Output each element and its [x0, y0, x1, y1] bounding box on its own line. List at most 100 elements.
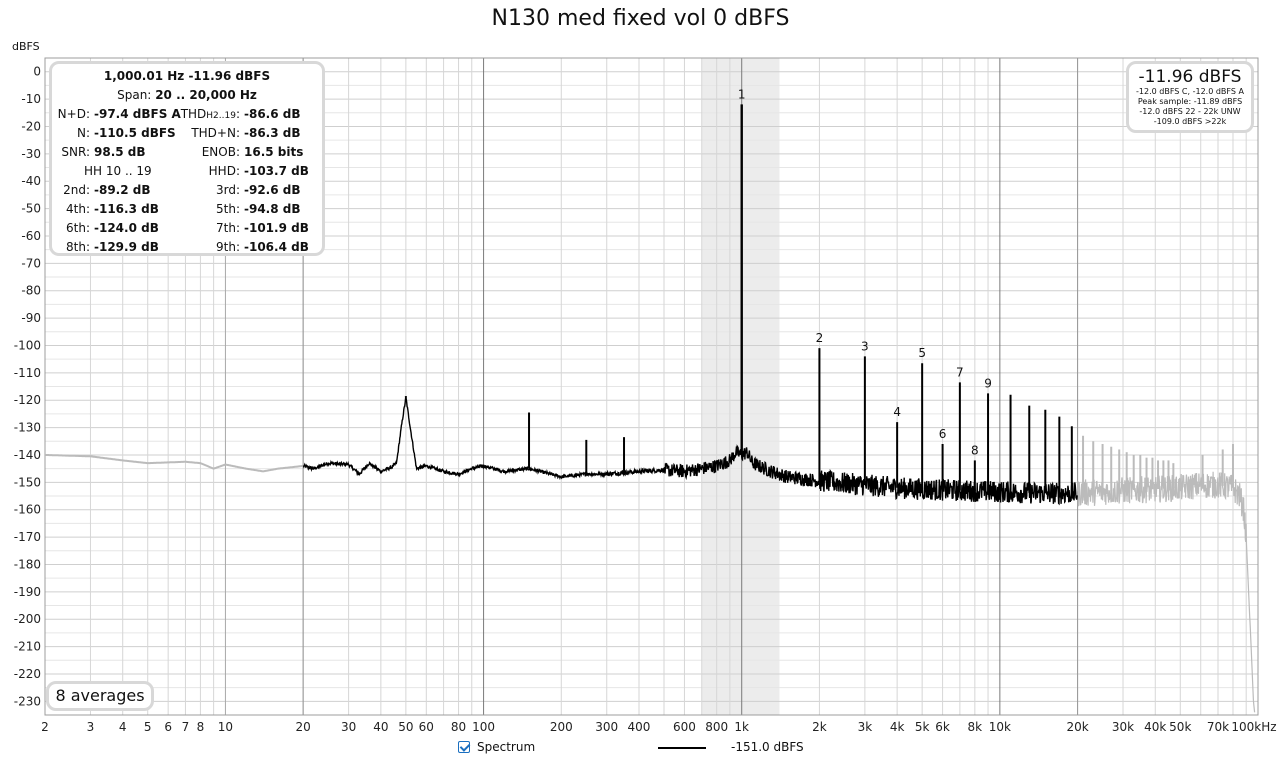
harmonic-label: 4	[893, 405, 901, 419]
peak-level-panel: -11.96 dBFS -12.0 dBFS C, -12.0 dBFS A P…	[1126, 61, 1254, 133]
y-tick-label: -60	[21, 229, 41, 243]
plot-frame	[44, 57, 1259, 716]
spectrum-line-above-range	[1077, 471, 1256, 713]
x-tick-label: 10	[218, 720, 233, 734]
stats-row: SNR: 98.5 dB ENOB: 16.5 bits	[52, 143, 322, 161]
peak-detail-2: Peak sample: -11.89 dBFS	[1137, 97, 1243, 106]
y-tick-label: 0	[33, 65, 41, 79]
stats-label: N+D:	[57, 107, 90, 121]
x-tick-label: 100kHz	[1231, 720, 1276, 734]
harmonic-label: 3	[861, 339, 869, 353]
y-tick-label: -220	[14, 667, 41, 681]
harmonic-label: 9	[984, 376, 992, 390]
y-tick-label: -100	[14, 338, 41, 352]
x-tick-label: 300	[595, 720, 618, 734]
stats-value: -86.6 dB	[244, 107, 301, 121]
stats-label: 4th:	[66, 202, 90, 216]
stats-label: ENOB:	[170, 143, 240, 161]
stats-value: -94.8 dB	[244, 202, 301, 216]
peak-detail-4: -109.0 dBFS >22k	[1153, 117, 1227, 126]
x-tick-label: 100	[472, 720, 495, 734]
y-tick-label: -120	[14, 393, 41, 407]
stats-value: 98.5 dB	[94, 145, 146, 159]
x-tick-label: 60	[419, 720, 434, 734]
harmonic-label: 1	[738, 87, 746, 101]
stats-row: 8th: -129.9 dB 9th: -106.4 dB	[52, 238, 322, 256]
y-tick-label: -70	[21, 256, 41, 270]
span-readout: Span: 20 .. 20,000 Hz	[52, 86, 322, 104]
stats-label: THDH2..19:	[170, 105, 240, 125]
x-tick-label: 8	[197, 720, 205, 734]
x-tick-label: 3k	[858, 720, 873, 734]
stats-value: -97.4 dBFS A	[94, 107, 181, 121]
stats-label: 2nd:	[63, 183, 90, 197]
averages-badge: 8 averages	[46, 681, 154, 711]
stats-value: -92.6 dB	[244, 183, 301, 197]
x-tick-label: 5k	[915, 720, 930, 734]
stats-value: -116.3 dB	[94, 202, 159, 216]
stats-label: SNR:	[61, 145, 90, 159]
y-tick-label: -20	[21, 119, 41, 133]
stats-label: HHD:	[170, 162, 240, 180]
x-tick-label: 80	[451, 720, 466, 734]
y-tick-label: -30	[21, 147, 41, 161]
stats-label: THD+N:	[170, 124, 240, 142]
y-tick-label: -50	[21, 202, 41, 216]
y-tick-label: -210	[14, 640, 41, 654]
stats-value: -110.5 dBFS	[94, 126, 176, 140]
stats-label: 7th:	[170, 219, 240, 237]
spectrum-legend-label: Spectrum	[477, 740, 536, 754]
y-tick-label: -170	[14, 530, 41, 544]
spectrum-line-below-range	[45, 453, 303, 473]
x-tick-label: 1k	[734, 720, 749, 734]
tick-labels: 0 -10 -20 -30 -40 -50 -60 -70 -80 -90 -100 -110 -120…	[14, 65, 1277, 734]
stats-label-text: 3rd:	[215, 183, 240, 197]
y-tick-label: -190	[14, 585, 41, 599]
y-tick-label: -90	[21, 311, 41, 325]
stats-value: 16.5 bits	[244, 145, 304, 159]
x-tick-label: 10k	[989, 720, 1011, 734]
x-tick-label: 20	[296, 720, 311, 734]
stats-label: 9th:	[170, 238, 240, 256]
stats-label-text: THD	[180, 107, 207, 121]
x-tick-label: 2k	[812, 720, 827, 734]
stats-row: 6th: -124.0 dB 7th: -101.9 dB	[52, 219, 322, 237]
stats-label-subscript: H2..19	[206, 111, 236, 121]
x-tick-label: 70k	[1207, 720, 1229, 734]
stats-row: N+D: -97.4 dBFS A THDH2..19: -86.6 dB	[52, 105, 322, 123]
stats-row: N: -110.5 dBFS THD+N: -86.3 dB	[52, 124, 322, 142]
legend-line-swatch	[658, 747, 706, 749]
stats-label-text: 5th:	[216, 202, 240, 216]
spectrum-checkbox[interactable]	[458, 741, 470, 753]
x-tick-label: 8k	[968, 720, 983, 734]
x-tick-label: 30	[341, 720, 356, 734]
x-tick-label: 50	[398, 720, 413, 734]
legend-spectrum-toggle[interactable]: Spectrum	[458, 740, 535, 754]
x-tick-label: 50k	[1169, 720, 1191, 734]
harmonic-label: 6	[939, 427, 947, 441]
stats-label-text: HHD:	[208, 164, 240, 178]
span-label: Span:	[117, 88, 152, 102]
x-tick-label: 5	[144, 720, 152, 734]
spectrum-series	[45, 104, 1256, 713]
x-tick-label: 6	[164, 720, 172, 734]
y-tick-label: -160	[14, 503, 41, 517]
harmonic-label: 8	[971, 443, 979, 457]
y-tick-label: -150	[14, 475, 41, 489]
stats-value: -89.2 dB	[94, 183, 151, 197]
spectrum-line	[302, 396, 1078, 506]
stats-value: -106.4 dB	[244, 240, 309, 254]
measurement-stats-panel: 1,000.01 Hz -11.96 dBFS Span: 20 .. 20,0…	[49, 61, 325, 256]
peak-level-value: -11.96 dBFS	[1138, 67, 1242, 87]
harmonic-label: 5	[918, 346, 926, 360]
stats-value: -86.3 dB	[244, 126, 301, 140]
y-tick-label: -80	[21, 284, 41, 298]
y-tick-label: -10	[21, 92, 41, 106]
stats-label-text: THD+N:	[191, 126, 240, 140]
x-tick-label: 3	[87, 720, 95, 734]
stats-label-text: 7th:	[216, 221, 240, 235]
x-tick-label: 20k	[1066, 720, 1088, 734]
y-tick-label: -180	[14, 557, 41, 571]
stats-label: N:	[76, 126, 90, 140]
x-tick-label: 400	[628, 720, 651, 734]
